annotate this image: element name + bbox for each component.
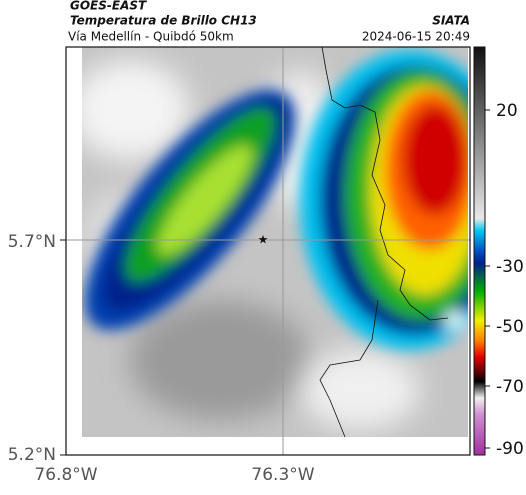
region: Vía Medellín - Quibdó 50km (68, 30, 234, 44)
coastline (319, 46, 449, 438)
y-tick-label: 5.7°N (8, 232, 56, 252)
x-tick-label: 76.8°W (34, 465, 97, 485)
map-frame (65, 46, 471, 456)
colorbar-label: -90 (496, 439, 524, 459)
source: SIATA (432, 14, 470, 28)
subtitle: Temperatura de Brillo CH13 (70, 14, 257, 28)
colorbar-label: -50 (496, 317, 524, 337)
location-star: ★ (258, 233, 269, 247)
x-tick-label: 76.3°W (251, 465, 314, 485)
title: GOES-EAST (70, 0, 147, 13)
colorbar-label: -70 (496, 377, 524, 397)
colorbar-ticks (485, 109, 490, 449)
datetime: 2024-06-15 20:49 (362, 30, 470, 44)
colorbar (473, 46, 486, 456)
satellite-image (82, 47, 468, 437)
y-tick-label: 5.2°N (8, 445, 56, 465)
colorbar-label: -30 (496, 257, 524, 277)
colorbar-label: 20 (496, 101, 518, 121)
